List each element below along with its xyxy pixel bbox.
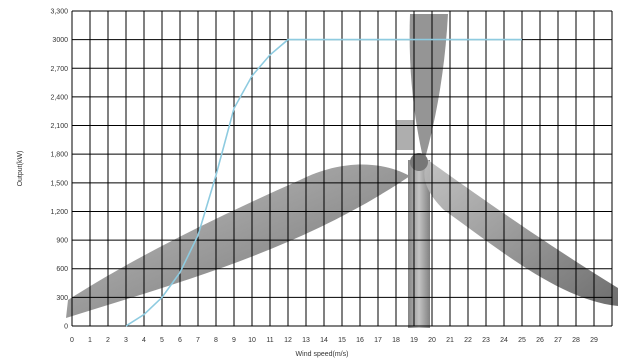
x-tick-label: 9 <box>232 337 236 344</box>
turbine-nacelle <box>396 120 414 150</box>
y-tick-label: 0 <box>64 324 68 331</box>
x-tick-label: 28 <box>572 337 580 344</box>
x-tick-label: 23 <box>482 337 490 344</box>
y-tick-label: 1,200 <box>50 209 68 216</box>
x-tick-label: 4 <box>142 337 146 344</box>
y-axis-title: Output(kW) <box>17 151 24 187</box>
x-tick-label: 25 <box>518 337 526 344</box>
x-tick-label: 20 <box>428 337 436 344</box>
x-tick-label: 0 <box>70 337 74 344</box>
x-tick-label: 19 <box>410 337 418 344</box>
x-tick-label: 27 <box>554 337 562 344</box>
x-axis-title: Wind speed(m/s) <box>296 351 349 358</box>
y-axis-tick-labels: 0 300 600 900 1,200 1,500 1,800 2,100 2,400 2,700… <box>50 9 68 331</box>
turbine-blade-right <box>424 160 618 306</box>
y-tick-label: 3000 <box>52 37 68 44</box>
y-tick-label: 600 <box>56 266 68 273</box>
y-tick-label: 2,100 <box>50 123 68 130</box>
turbine-blade-left <box>66 164 410 318</box>
x-tick-label: 22 <box>464 337 472 344</box>
x-tick-label: 24 <box>500 337 508 344</box>
x-tick-label: 13 <box>302 337 310 344</box>
x-tick-label: 18 <box>392 337 400 344</box>
x-tick-label: 12 <box>284 337 292 344</box>
x-tick-label: 11 <box>266 337 273 344</box>
x-tick-label: 7 <box>196 337 200 344</box>
y-tick-label: 1,500 <box>50 180 68 187</box>
x-tick-label: 14 <box>320 337 328 344</box>
x-tick-label: 26 <box>536 337 544 344</box>
y-tick-label: 2,400 <box>50 94 68 101</box>
grid-lines <box>71 10 613 327</box>
turbine-blade-top <box>409 14 448 162</box>
turbine-hub <box>410 153 428 171</box>
power-curve-line <box>125 38 522 327</box>
x-tick-label: 3 <box>124 337 128 344</box>
y-tick-label: 900 <box>56 238 68 245</box>
y-tick-label: 1,800 <box>50 152 68 159</box>
x-tick-label: 17 <box>374 337 382 344</box>
x-tick-label: 8 <box>214 337 218 344</box>
x-tick-label: 5 <box>160 337 164 344</box>
y-tick-label: 300 <box>56 295 68 302</box>
x-tick-label: 2 <box>106 337 110 344</box>
x-axis-tick-labels: 0 1 2 3 4 5 6 7 8 9 10 11 12 13 14 15 16 17 18 19 20 21 22 23 24… <box>70 337 598 344</box>
x-tick-label: 1 <box>88 337 92 344</box>
y-tick-label: 3,300 <box>50 9 68 16</box>
x-tick-label: 21 <box>446 337 454 344</box>
y-tick-label: 2,700 <box>50 66 68 73</box>
x-tick-label: 16 <box>356 337 364 344</box>
x-tick-label: 6 <box>178 337 182 344</box>
x-tick-label: 15 <box>338 337 346 344</box>
x-tick-label: 29 <box>590 337 598 344</box>
x-tick-label: 10 <box>248 337 256 344</box>
